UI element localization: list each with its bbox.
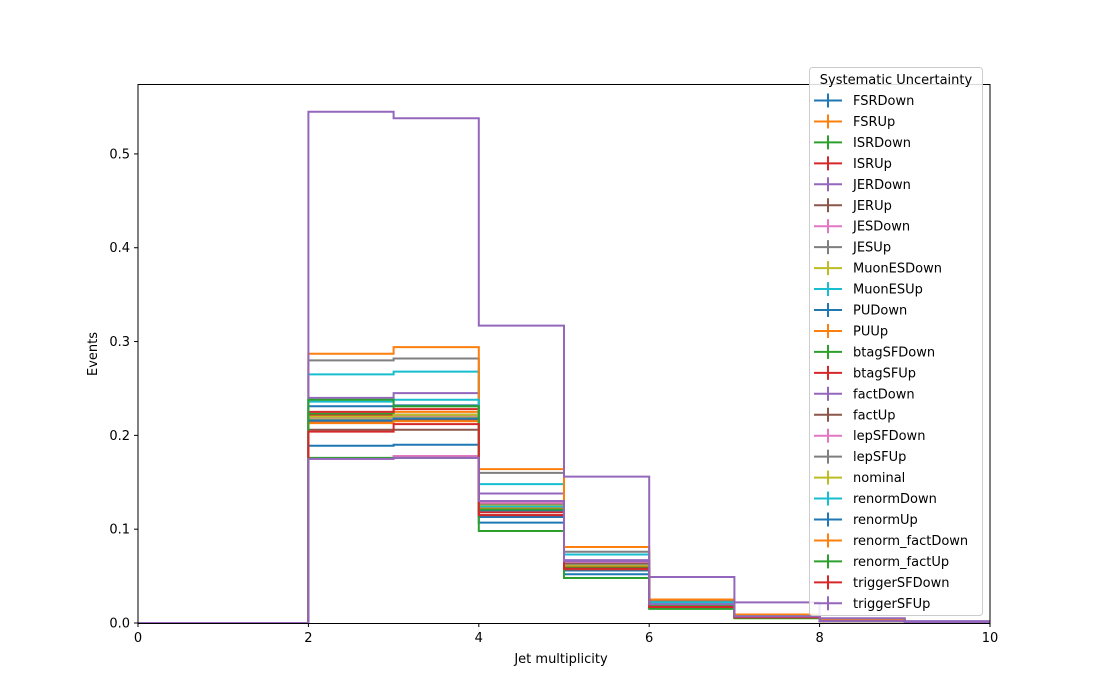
series-layer	[138, 110, 990, 624]
legend-item-JESDown: JESDown	[814, 219, 910, 235]
legend-title: Systematic Uncertainty	[820, 73, 973, 88]
legend-label: FSRDown	[853, 94, 914, 109]
legend-label: JERDown	[852, 178, 911, 193]
x-tick-label: 6	[645, 631, 653, 646]
legend-label: renorm_factDown	[853, 534, 968, 549]
legend-label: FSRUp	[853, 115, 895, 130]
y-tick-label: 0.1	[109, 523, 130, 538]
legend-label: triggerSFUp	[853, 597, 930, 612]
legend-label: lepSFUp	[853, 450, 906, 465]
x-tick-label: 4	[475, 631, 483, 646]
legend-item-FSRUp: FSRUp	[814, 114, 895, 130]
legend-item-factDown: factDown	[814, 386, 915, 402]
legend-label: ISRUp	[853, 157, 892, 172]
legend-item-nominal: nominal	[814, 470, 905, 486]
legend-label: factDown	[853, 387, 915, 402]
x-tick-label: 2	[304, 631, 312, 646]
legend-item-PUUp: PUUp	[814, 323, 888, 339]
legend-box	[809, 67, 983, 616]
legend-entries: FSRDown FSRUp ISRDown ISRUp JERDown JERUp JESD…	[814, 93, 968, 612]
legend-label: JESUp	[852, 241, 891, 256]
legend-label: MuonESUp	[853, 283, 923, 298]
legend-label: triggerSFDown	[853, 576, 949, 591]
legend-item-MuonESUp: MuonESUp	[814, 282, 923, 298]
legend-label: nominal	[853, 471, 905, 486]
legend-item-ISRUp: ISRUp	[814, 156, 892, 172]
legend-item-btagSFUp: btagSFUp	[814, 365, 916, 381]
legend-label: PUUp	[853, 324, 888, 339]
legend-item-renorm_factUp: renorm_factUp	[814, 554, 949, 570]
y-axis: 0.0 0.1 0.2 0.3 0.4 0.5	[109, 147, 138, 632]
legend-label: PUDown	[853, 304, 907, 319]
legend-label: ISRDown	[853, 136, 911, 151]
legend-item-JERUp: JERUp	[814, 198, 892, 214]
series-triggerSFUp	[138, 456, 990, 624]
legend-label: renorm_factUp	[853, 555, 949, 570]
legend-item-MuonESDown: MuonESDown	[814, 261, 942, 277]
y-axis-label: Events	[86, 332, 101, 376]
legend-label: btagSFDown	[853, 345, 935, 360]
x-tick-label: 8	[815, 631, 823, 646]
y-tick-label: 0.3	[109, 335, 130, 350]
legend: Systematic Uncertainty FSRDown FSRUp ISRDo…	[809, 67, 983, 616]
plot-frame	[137, 84, 991, 624]
legend-item-renormDown: renormDown	[814, 491, 937, 507]
x-tick-label: 10	[982, 631, 999, 646]
legend-item-JERDown: JERDown	[814, 177, 911, 193]
legend-item-PUDown: PUDown	[814, 303, 907, 319]
y-tick-label: 0.0	[109, 617, 130, 632]
legend-item-renormUp: renormUp	[814, 512, 918, 528]
x-axis: 0 2 4 6 8 10	[134, 623, 998, 646]
legend-item-renorm_factDown: renorm_factDown	[814, 533, 968, 549]
legend-item-triggerSFDown: triggerSFDown	[814, 575, 949, 591]
y-tick-label: 0.5	[109, 147, 130, 162]
legend-item-FSRDown: FSRDown	[814, 93, 914, 109]
legend-label: lepSFDown	[853, 429, 925, 444]
legend-label: MuonESDown	[853, 262, 942, 277]
legend-label: renormUp	[853, 513, 918, 528]
y-tick-label: 0.2	[109, 429, 130, 444]
legend-item-btagSFDown: btagSFDown	[814, 344, 935, 360]
x-axis-label: Jet multiplicity	[513, 652, 608, 667]
legend-item-factUp: factUp	[814, 407, 896, 423]
legend-item-lepSFUp: lepSFUp	[814, 449, 906, 465]
legend-label: btagSFUp	[853, 366, 916, 381]
legend-label: JERUp	[852, 199, 892, 214]
legend-label: factUp	[853, 408, 896, 423]
legend-label: JESDown	[852, 220, 910, 235]
legend-item-JESUp: JESUp	[814, 240, 891, 256]
y-tick-label: 0.4	[109, 241, 130, 256]
legend-label: renormDown	[853, 492, 937, 507]
legend-item-triggerSFUp: triggerSFUp	[814, 596, 930, 612]
legend-item-lepSFDown: lepSFDown	[814, 428, 925, 444]
x-tick-label: 0	[134, 631, 142, 646]
legend-item-ISRDown: ISRDown	[814, 135, 911, 151]
